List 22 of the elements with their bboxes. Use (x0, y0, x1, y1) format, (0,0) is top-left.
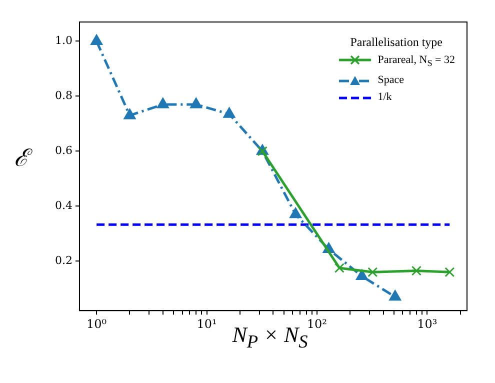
x-axis-title: N$_{P}$ × N$_{S}$ (232, 322, 308, 352)
x-tick-label: 10³ (417, 316, 438, 331)
point (389, 290, 402, 301)
y-tick-label: 1.0 (54, 34, 72, 48)
point (223, 107, 236, 118)
x-tick-label: 10¹ (196, 316, 217, 331)
point (190, 98, 202, 108)
legend-label: 1/k (378, 91, 392, 104)
y-tick-label: 0.6 (54, 144, 72, 158)
legend-title: Parallelisation type (349, 34, 444, 51)
point (124, 108, 136, 120)
y-tick-label: 0.4 (54, 199, 72, 212)
point (290, 208, 302, 218)
point (156, 98, 169, 108)
legend-label: Space (378, 74, 404, 86)
y-tick-label: 0.2 (54, 254, 72, 267)
legend-label: Parareal, N$_{S}$ = 32 (378, 54, 455, 68)
y-tick-label: 0.8 (54, 89, 72, 102)
x-tick-label: 10⁰ (86, 316, 107, 331)
x-tick-label: 10² (306, 316, 328, 331)
point (90, 34, 103, 45)
point (356, 269, 368, 280)
